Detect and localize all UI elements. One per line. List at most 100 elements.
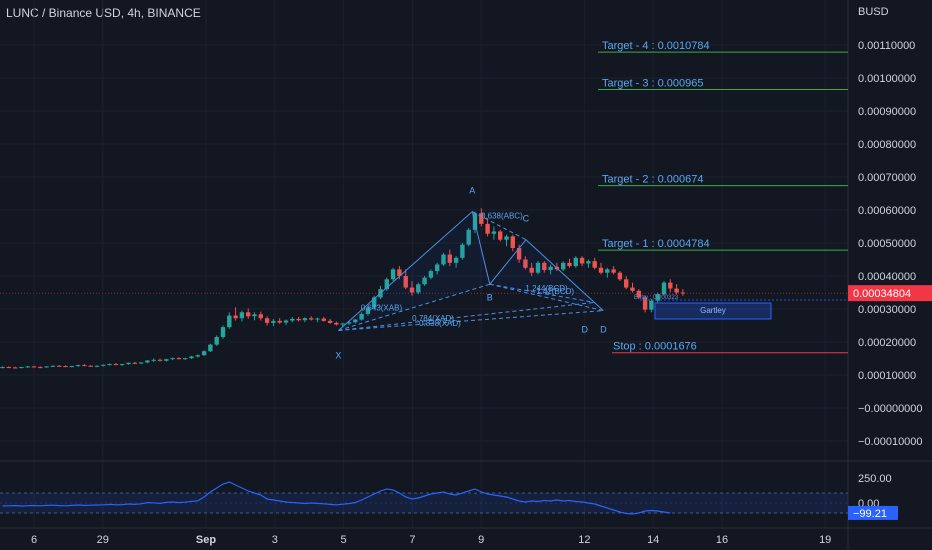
candle-body bbox=[38, 367, 43, 369]
candle-body bbox=[107, 364, 112, 366]
harmonic-pattern: X A B C D D 0.643(XAB) 0.638(ABC) 1.244(BCD)1.42… bbox=[335, 186, 848, 360]
pattern-box-label: Gartley bbox=[700, 306, 726, 315]
time-tick-label: 12 bbox=[578, 534, 590, 546]
price-tick-label: 0.00110000 bbox=[858, 40, 915, 52]
candle-body bbox=[94, 365, 100, 367]
level-label: Target - 1 : 0.0004784 bbox=[602, 238, 710, 250]
candle-body bbox=[57, 365, 62, 367]
candle-body bbox=[403, 276, 408, 288]
candle-body bbox=[170, 358, 175, 360]
pattern-box bbox=[654, 302, 772, 320]
candle-body bbox=[542, 262, 547, 271]
candle-body bbox=[271, 320, 276, 323]
candle-body bbox=[0, 367, 5, 369]
candle-body bbox=[630, 287, 635, 291]
candle-body bbox=[655, 294, 660, 301]
candle-body bbox=[390, 269, 396, 280]
pattern-ratio-line bbox=[338, 310, 604, 331]
candle-body bbox=[523, 259, 528, 268]
pattern-ratio-line bbox=[489, 283, 604, 312]
candle-body bbox=[12, 367, 18, 369]
pattern-ratio-label: 0.643(XAB) bbox=[361, 304, 403, 313]
candle-body bbox=[353, 319, 358, 323]
candle-body bbox=[195, 355, 200, 357]
time-tick-label: 9 bbox=[478, 534, 484, 546]
candle-body bbox=[120, 364, 125, 366]
pattern-ratio-line bbox=[472, 211, 527, 241]
candle-body bbox=[579, 257, 585, 264]
candle-body bbox=[384, 279, 389, 290]
candle-body bbox=[611, 269, 616, 273]
time-axis: 6 29 Sep 3 5 7 9 12 14 16 19 bbox=[31, 534, 831, 546]
candle-body bbox=[321, 318, 326, 321]
candle-body bbox=[44, 366, 49, 368]
time-tick-label: Sep bbox=[196, 534, 216, 546]
candle-body bbox=[31, 366, 37, 368]
entry-label: Entry : 0.000323 bbox=[634, 295, 679, 301]
price-tick-label: −0.00010000 bbox=[858, 436, 923, 448]
price-tick-label: 0.00050000 bbox=[858, 238, 916, 250]
last-price-label: 0.00034804 bbox=[853, 288, 911, 300]
price-tick-label: 0.00100000 bbox=[858, 73, 916, 85]
pattern-point-label: A bbox=[469, 186, 475, 196]
currency-label: BUSD bbox=[858, 6, 889, 18]
candle-body bbox=[233, 315, 238, 319]
time-tick-label: 14 bbox=[647, 534, 659, 546]
candle-body bbox=[479, 213, 484, 224]
oscillator-band bbox=[0, 493, 848, 513]
candle-body bbox=[126, 362, 131, 365]
candle-body bbox=[6, 367, 11, 369]
candle-body bbox=[157, 359, 163, 361]
candle-body bbox=[340, 323, 345, 325]
pattern-ratio-line bbox=[489, 283, 595, 303]
candle-body bbox=[598, 267, 604, 273]
level-label: Target - 2 : 0.000674 bbox=[602, 174, 704, 186]
price-axis: 0.00110000 0.00100000 0.00090000 0.00080000… bbox=[848, 40, 932, 520]
candle-body bbox=[25, 366, 30, 368]
pattern-point-label: D bbox=[581, 324, 588, 334]
candle-body bbox=[397, 269, 402, 276]
price-tick-label: 0.00030000 bbox=[858, 304, 916, 316]
candle-body bbox=[529, 267, 534, 273]
candle-body bbox=[63, 366, 68, 368]
time-tick-label: 3 bbox=[272, 534, 278, 546]
time-tick-label: 6 bbox=[31, 534, 37, 546]
candle-body bbox=[246, 312, 251, 317]
candle-body bbox=[460, 244, 465, 258]
candle-body bbox=[586, 261, 591, 264]
candle-body bbox=[510, 236, 515, 248]
pattern-point-label: D bbox=[600, 325, 607, 335]
candle-body bbox=[309, 318, 314, 320]
candle-body bbox=[661, 282, 667, 295]
pattern-point-label: B bbox=[487, 292, 493, 302]
oscillator-last-label: −99.21 bbox=[853, 508, 887, 520]
pattern-ratio-label: 0.838(XAD) bbox=[419, 319, 461, 328]
time-tick-label: 5 bbox=[341, 534, 347, 546]
price-tick-label: −0.00000000 bbox=[858, 403, 923, 415]
time-tick-label: 19 bbox=[819, 534, 831, 546]
candle-body bbox=[674, 288, 679, 293]
oscillator-pane bbox=[0, 481, 848, 515]
pattern-point-label: C bbox=[523, 214, 530, 224]
chart-title: LUNC / Binance USD, 4h, BINANCE bbox=[6, 6, 201, 20]
price-tick-label: 0.00020000 bbox=[858, 337, 916, 349]
price-tick-label: 0.00070000 bbox=[858, 172, 916, 184]
candle-body bbox=[561, 262, 566, 270]
candle-body bbox=[485, 223, 490, 234]
candle-body bbox=[277, 320, 282, 323]
candle-body bbox=[283, 320, 289, 323]
candle-body bbox=[548, 266, 553, 271]
candle-body bbox=[69, 366, 74, 368]
candle-body bbox=[649, 300, 654, 310]
level-label: Target - 4 : 0.0010784 bbox=[602, 40, 710, 52]
candle-body bbox=[183, 358, 188, 360]
candle-body bbox=[441, 254, 446, 265]
candle-body bbox=[642, 297, 648, 310]
pattern-ratio-line bbox=[338, 301, 595, 331]
candle-body bbox=[132, 362, 137, 364]
candle-body bbox=[680, 292, 686, 294]
candle-body bbox=[220, 327, 226, 338]
candle-body bbox=[296, 318, 301, 321]
